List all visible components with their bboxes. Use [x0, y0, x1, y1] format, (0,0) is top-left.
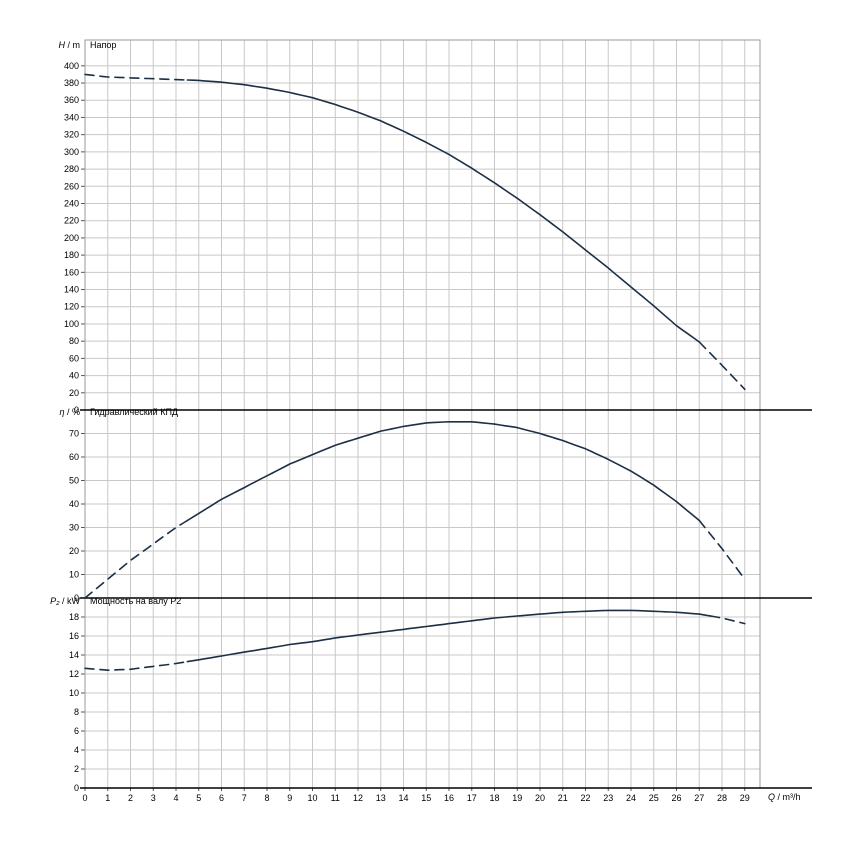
y-tick-label: 0	[74, 783, 79, 793]
y-tick-label: 30	[69, 523, 79, 533]
head-curve-dashed	[698, 341, 746, 391]
x-tick-label: 13	[376, 793, 386, 803]
y-tick-label: 20	[69, 388, 79, 398]
y-tick-label: 200	[64, 233, 79, 243]
x-tick-label: 29	[740, 793, 750, 803]
head-axis-unit: / m	[65, 40, 81, 50]
y-tick-label: 340	[64, 112, 79, 122]
efficiency-panel-title: Гидравлический КПД	[90, 407, 179, 417]
efficiency-axis-label: η / %	[59, 407, 80, 418]
y-tick-label: 0	[74, 593, 79, 603]
x-tick-label: 9	[287, 793, 292, 803]
x-tick-label: 17	[467, 793, 477, 803]
power-panel-title: Мощность на валу P2	[90, 596, 182, 606]
x-tick-label: 25	[649, 793, 659, 803]
y-tick-label: 380	[64, 78, 79, 88]
head-curve-dashed	[84, 73, 189, 81]
y-tick-label: 70	[69, 429, 79, 439]
y-tick-label: 10	[69, 570, 79, 580]
x-tick-label: 28	[717, 793, 727, 803]
y-tick-label: 20	[69, 546, 79, 556]
y-tick-label: 260	[64, 181, 79, 191]
x-tick-label: 26	[671, 793, 681, 803]
y-tick-label: 240	[64, 198, 79, 208]
x-tick-label: 2	[128, 793, 133, 803]
y-tick-label: 300	[64, 147, 79, 157]
efficiency-curve-dashed	[84, 519, 189, 599]
y-tick-label: 60	[69, 353, 79, 363]
y-tick-label: 100	[64, 319, 79, 329]
y-tick-label: 10	[69, 688, 79, 698]
y-tick-label: 60	[69, 452, 79, 462]
y-tick-label: 140	[64, 285, 79, 295]
y-tick-label: 12	[69, 669, 79, 679]
x-tick-label: 18	[489, 793, 499, 803]
y-tick-label: 0	[74, 405, 79, 415]
x-tick-label: 22	[580, 793, 590, 803]
x-tick-label: 4	[173, 793, 178, 803]
head-axis-var: H	[58, 40, 66, 50]
power-axis-label: P₂ / kW	[50, 596, 80, 607]
x-tick-label: 12	[353, 793, 363, 803]
x-tick-label: 15	[421, 793, 431, 803]
y-tick-label: 320	[64, 130, 79, 140]
x-tick-label: 7	[242, 793, 247, 803]
x-axis-label: Q / m³/h	[768, 792, 801, 803]
y-tick-label: 14	[69, 650, 79, 660]
y-tick-label: 220	[64, 216, 79, 226]
efficiency-axis-unit: / %	[64, 407, 80, 417]
x-tick-label: 1	[105, 793, 110, 803]
efficiency-curve-dashed	[698, 519, 746, 580]
y-tick-label: 2	[74, 764, 79, 774]
axes	[80, 39, 812, 791]
x-tick-label: 19	[512, 793, 522, 803]
y-tick-label: 120	[64, 302, 79, 312]
x-tick-label: 16	[444, 793, 454, 803]
y-tick-label: 50	[69, 476, 79, 486]
power-curve-dashed	[84, 660, 189, 671]
x-tick-label: 27	[694, 793, 704, 803]
efficiency-curve-solid	[186, 421, 701, 522]
head-curve-solid	[186, 79, 701, 343]
head-panel-title: Напор	[90, 40, 117, 50]
x-axis-var: Q	[768, 792, 776, 802]
x-tick-label: 24	[626, 793, 636, 803]
y-tick-label: 6	[74, 726, 79, 736]
x-tick-label: 20	[535, 793, 545, 803]
y-tick-label: 16	[69, 631, 79, 641]
y-tick-label: 18	[69, 612, 79, 622]
x-tick-label: 0	[82, 793, 87, 803]
power-curve-dashed	[709, 615, 746, 625]
power-axis-var: P₂	[50, 596, 60, 606]
head-axis-label: H / m	[59, 40, 81, 51]
x-tick-label: 6	[219, 793, 224, 803]
x-tick-label: 8	[264, 793, 269, 803]
x-tick-label: 14	[398, 793, 408, 803]
x-tick-label: 11	[331, 793, 340, 803]
gridlines	[84, 40, 760, 788]
y-tick-label: 280	[64, 164, 79, 174]
y-tick-label: 40	[69, 499, 79, 509]
x-axis-unit: / m³/h	[775, 792, 801, 802]
efficiency-axis-var: η	[59, 407, 65, 417]
y-tick-label: 40	[69, 371, 79, 381]
power-axis-unit: / kW	[59, 596, 80, 606]
y-tick-label: 400	[64, 61, 79, 71]
power-curve-solid	[186, 609, 712, 663]
y-tick-label: 180	[64, 250, 79, 260]
y-tick-label: 160	[64, 267, 79, 277]
y-tick-label: 4	[74, 745, 79, 755]
x-tick-label: 23	[603, 793, 613, 803]
x-tick-label: 5	[196, 793, 201, 803]
x-tick-label: 3	[151, 793, 156, 803]
curves	[84, 73, 746, 671]
tick-labels: 0 1 2 3 4 5 6 7 8 9 10 11 12 13 14 15 16 17 18 19 20 21 22 23 24…	[64, 61, 750, 803]
y-tick-label: 360	[64, 95, 79, 105]
y-tick-label: 8	[74, 707, 79, 717]
y-tick-label: 80	[69, 336, 79, 346]
x-tick-label: 10	[307, 793, 317, 803]
x-tick-label: 21	[558, 793, 568, 803]
